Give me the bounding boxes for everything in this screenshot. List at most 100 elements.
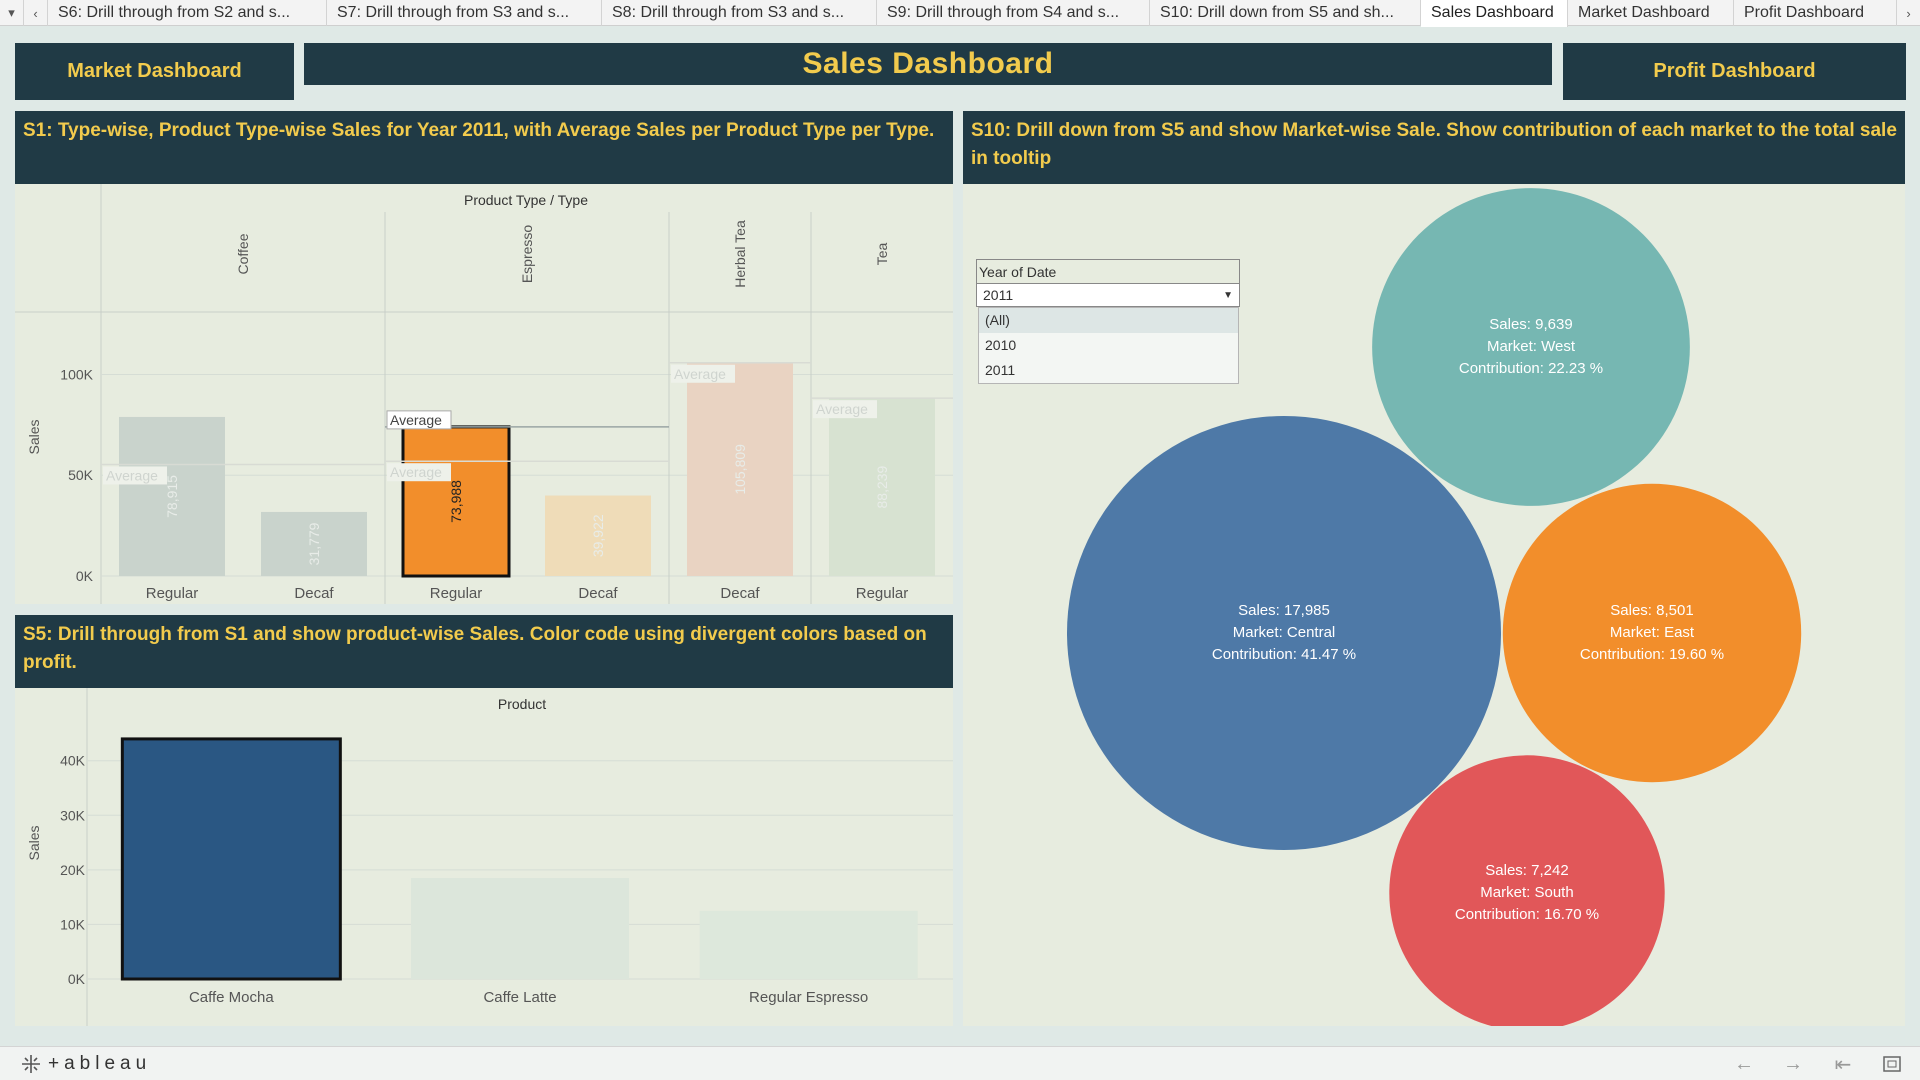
bubble-sales-text: Sales: 8,501	[1610, 602, 1694, 619]
year-filter-label: Year of Date	[976, 259, 1240, 283]
bubble-market-text: Market: South	[1480, 884, 1574, 901]
footer-toolbar: +ableau ← → ⇤	[0, 1046, 1920, 1080]
revert-icon[interactable]: ⇤	[1834, 1053, 1852, 1076]
s10-bubble-chart[interactable]	[963, 184, 1905, 1031]
s5-chart-panel: Product 40K 30K 20K 10K 0K Sales Caffe Mocha Caf…	[15, 688, 953, 1026]
s1-product-type-label: Tea	[874, 243, 890, 266]
tableau-mark-icon	[22, 1055, 40, 1073]
bubble-central[interactable]	[1067, 416, 1501, 850]
bubble-contribution-text: Contribution: 41.47 %	[1211, 646, 1357, 663]
s5-bar[interactable]	[699, 910, 918, 979]
bubble-contribution-text: Contribution: 19.60 %	[1579, 646, 1725, 663]
s5-ylabel: Sales	[26, 825, 42, 860]
page-title: Sales Dashboard	[304, 43, 1552, 85]
redo-icon[interactable]: →	[1783, 1052, 1803, 1075]
bubble-south[interactable]	[1389, 755, 1665, 1031]
tableau-wordmark: +ableau	[48, 1053, 152, 1074]
s1-product-type-label: Espresso	[519, 225, 535, 284]
year-filter-options: (All) 2010 2011	[978, 307, 1239, 384]
s1-bar[interactable]	[829, 398, 935, 576]
s5-product-label: Caffe Mocha	[189, 989, 274, 1006]
tableau-logo: +ableau	[20, 1053, 151, 1075]
bubble-sales-text: Sales: 7,242	[1485, 862, 1569, 879]
s1-bar[interactable]	[261, 511, 367, 576]
s1-bar-chart[interactable]: Product Type / Type 100K 50K 0K Sales Coffee E…	[15, 184, 953, 604]
tab-sales-dashboard[interactable]: Sales Dashboard	[1421, 0, 1568, 27]
bubble-sales-text: Sales: 17,985	[1238, 602, 1330, 619]
tab-s6[interactable]: S6: Drill through from S2 and s...	[48, 0, 327, 26]
s1-average-label: Average	[390, 464, 442, 480]
s1-type-label: Regular	[856, 585, 909, 602]
s1-type-label: Decaf	[720, 585, 760, 602]
s1-ytick-label: 100K	[60, 366, 93, 382]
s1-ytick-label: 50K	[68, 467, 94, 483]
bubble-contribution-text: Contribution: 22.23 %	[1458, 360, 1604, 377]
s1-product-type-label: Coffee	[235, 233, 251, 274]
s1-bar-value-label: 73,988	[448, 480, 464, 523]
s5-product-label: Regular Espresso	[749, 989, 868, 1006]
s10-sheet-title: S10: Drill down from S5 and show Market-…	[963, 111, 1905, 184]
s5-sheet-title: S5: Drill through from S1 and show produ…	[15, 615, 953, 688]
s1-bar[interactable]	[401, 425, 511, 578]
s1-chart-panel: Product Type / Type 100K 50K 0K Sales Coffee E…	[15, 184, 953, 604]
tab-s9[interactable]: S9: Drill through from S4 and s...	[877, 0, 1150, 26]
tab-profit-dashboard[interactable]: Profit Dashboard	[1734, 0, 1897, 26]
s1-bar-value-label: 31,779	[306, 522, 322, 565]
s5-ytick-label: 10K	[60, 916, 86, 932]
s1-bar-value-label: 78,915	[164, 475, 180, 518]
s1-average-label-box	[103, 466, 167, 485]
s1-sheet-title: S1: Type-wise, Product Type-wise Sales f…	[15, 111, 953, 184]
chevron-left-icon[interactable]: ‹	[24, 0, 48, 26]
s5-ytick-label: 20K	[60, 862, 86, 878]
bubble-market-text: Market: Central	[1232, 624, 1336, 641]
s1-bar-value-label: 39,922	[590, 514, 606, 557]
s1-average-label: Average	[674, 366, 726, 382]
bubble-west[interactable]	[1372, 188, 1690, 506]
s1-type-label: Decaf	[294, 585, 334, 602]
s5-bar-chart[interactable]: Product 40K 30K 20K 10K 0K Sales Caffe Mocha Caf…	[15, 688, 953, 1026]
tab-s7[interactable]: S7: Drill through from S3 and s...	[327, 0, 602, 26]
s5-ytick-label: 40K	[60, 753, 86, 769]
s1-type-label: Regular	[146, 585, 199, 602]
fullscreen-icon[interactable]	[1878, 1052, 1906, 1076]
bubble-east[interactable]	[1502, 483, 1802, 783]
s1-average-label-box	[813, 400, 877, 419]
s1-average-label-box	[386, 410, 452, 430]
bubble-contribution-text: Contribution: 16.70 %	[1454, 906, 1600, 923]
s1-average-label: Average	[816, 401, 868, 417]
s1-bar-value-label: 88,239	[874, 465, 890, 508]
s1-average-label: Average	[390, 412, 442, 428]
s5-product-label: Caffe Latte	[483, 989, 556, 1006]
market-dashboard-button[interactable]: Market Dashboard	[15, 43, 294, 100]
s1-average-label-box	[387, 463, 451, 482]
s1-type-label: Regular	[430, 585, 483, 602]
s1-ylabel: Sales	[26, 419, 42, 454]
year-filter: Year of Date 2011 ▼ (All) 2010 2011	[976, 259, 1240, 384]
year-option-2011[interactable]: 2011	[985, 362, 1016, 378]
s1-bar[interactable]	[119, 416, 225, 576]
bubble-market-text: Market: East	[1609, 624, 1695, 641]
year-option-2010[interactable]: 2010	[985, 337, 1017, 353]
s5-bar[interactable]	[411, 878, 629, 979]
undo-icon[interactable]: ←	[1734, 1052, 1754, 1075]
year-option-all[interactable]: (All)	[979, 308, 1238, 333]
s1-bar[interactable]	[545, 495, 651, 576]
s1-bar-value-label: 105,809	[732, 444, 748, 495]
tab-s8[interactable]: S8: Drill through from S3 and s...	[602, 0, 877, 26]
bubble-label-south: Sales: 7,242 Market: South Contribution: 1…	[1455, 860, 1599, 926]
year-filter-select[interactable]: 2011 ▼	[976, 283, 1240, 307]
sheet-tab-bar: ▾ ‹ S6: Drill through from S2 and s... S…	[0, 0, 1920, 27]
tab-market-dashboard[interactable]: Market Dashboard	[1568, 0, 1734, 26]
s1-bar[interactable]	[687, 362, 793, 576]
dropdown-arrow-icon[interactable]: ▼	[1223, 289, 1233, 301]
menu-down-icon[interactable]: ▾	[0, 0, 24, 26]
tab-s10[interactable]: S10: Drill down from S5 and sh...	[1150, 0, 1421, 26]
bubble-label-central: Sales: 17,985 Market: Central Contribution…	[1212, 600, 1356, 666]
chevron-right-icon[interactable]: ›	[1906, 5, 1911, 21]
s5-bar[interactable]	[120, 737, 342, 981]
bubble-label-east: Sales: 8,501 Market: East Contribution: 19…	[1580, 600, 1724, 666]
s1-product-type-label: Herbal Tea	[732, 220, 748, 288]
profit-dashboard-button[interactable]: Profit Dashboard	[1563, 43, 1906, 100]
bubble-label-west: Sales: 9,639 Market: West Contribution: 22…	[1459, 314, 1603, 380]
s5-header-label: Product	[498, 696, 546, 712]
